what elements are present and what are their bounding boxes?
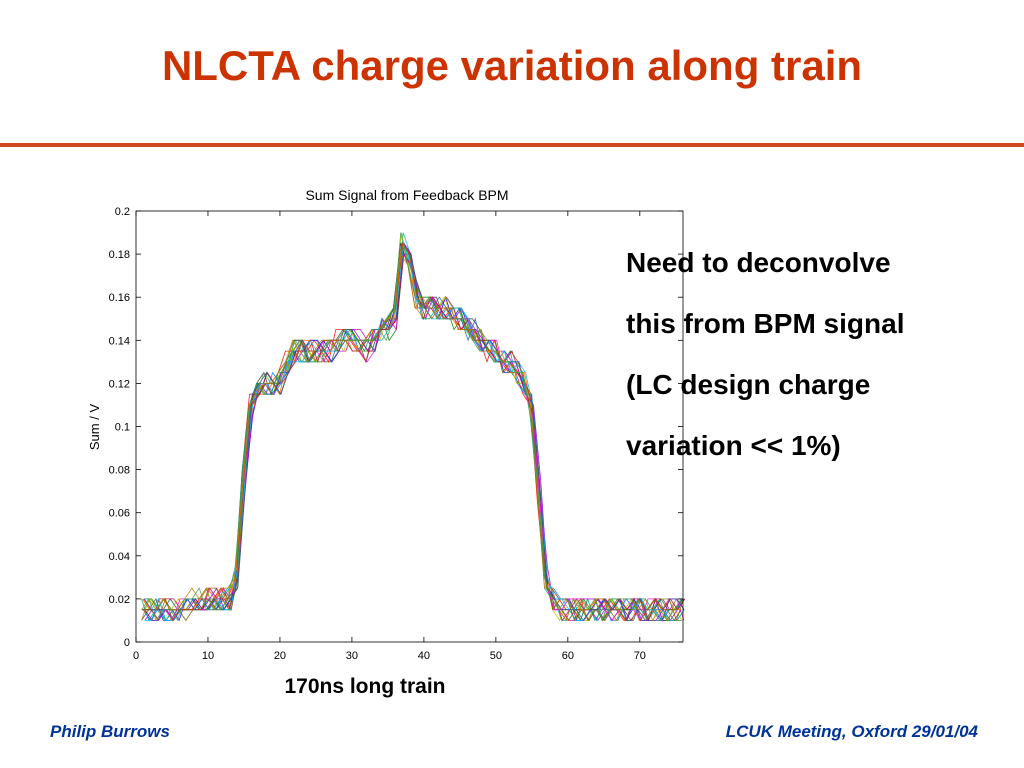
trace-line-2 — [144, 252, 685, 622]
y-tick-label: 0 — [124, 637, 130, 649]
note-line-4: variation << 1%) — [626, 430, 841, 461]
y-axis-label: Sum / V — [87, 404, 102, 451]
sum-signal-chart: Sum Signal from Feedback BPM Sum / V 0 0.… — [87, 187, 686, 662]
x-tick-label: 50 — [490, 650, 502, 662]
y-tick-label: 0.12 — [109, 378, 130, 390]
x-tick-label: 0 — [133, 650, 139, 662]
y-tick-label: 0.2 — [115, 206, 130, 218]
trace-line-20 — [141, 232, 682, 622]
chart-caption: 170ns long train — [284, 675, 446, 698]
trace-line-8 — [142, 242, 684, 622]
trace-line-5 — [144, 242, 685, 622]
chart-title: Sum Signal from Feedback BPM — [305, 187, 508, 203]
trace-line-16 — [144, 243, 685, 622]
side-note: Need to deconvolve this from BPM signal … — [626, 232, 1016, 476]
trace-line-12 — [141, 253, 682, 622]
trace-line-11 — [144, 242, 686, 622]
chart-container: Sum Signal from Feedback BPM Sum / V 0 0.… — [80, 178, 700, 668]
trace-line-13 — [144, 252, 686, 622]
trace-line-1 — [142, 243, 683, 622]
footer-event: LCUK Meeting, Oxford 29/01/04 — [725, 722, 978, 741]
footer-author: Philip Burrows — [50, 722, 170, 741]
x-tick-label: 10 — [202, 650, 214, 662]
y-tick-label: 0.06 — [109, 508, 130, 520]
y-tick-label: 0.04 — [109, 551, 130, 563]
y-tick-label: 0.18 — [109, 249, 130, 261]
y-tick-label: 0.16 — [109, 292, 130, 304]
note-line-3: (LC design charge — [626, 369, 871, 400]
y-tick-label: 0.02 — [109, 594, 130, 606]
trace-line-10 — [142, 242, 684, 622]
trace-group — [141, 232, 686, 622]
x-tick-label: 60 — [562, 650, 574, 662]
axes-group: 0 0.02 0.04 0.06 0.08 0.1 0.12 0.14 0.16 0.18 0.2 0… — [109, 206, 684, 662]
y-tick-label: 0.1 — [115, 422, 130, 434]
trace-line-15 — [143, 252, 685, 622]
y-tick-label: 0.08 — [109, 465, 130, 477]
x-tick-label: 30 — [346, 650, 358, 662]
trace-line-7 — [141, 243, 682, 622]
trace-line-3 — [141, 243, 682, 622]
trace-line-14 — [142, 242, 683, 622]
note-line-1: Need to deconvolve — [626, 247, 891, 278]
note-line-2: this from BPM signal — [626, 308, 905, 339]
x-tick-label: 70 — [634, 650, 646, 662]
y-tick-label: 0.14 — [109, 335, 130, 347]
x-tick-label: 40 — [418, 650, 430, 662]
trace-line-18 — [143, 253, 685, 622]
title-divider — [0, 143, 1024, 147]
slide-title: NLCTA charge variation along train — [161, 42, 863, 89]
trace-line-19 — [141, 252, 682, 622]
x-tick-label: 20 — [274, 650, 286, 662]
